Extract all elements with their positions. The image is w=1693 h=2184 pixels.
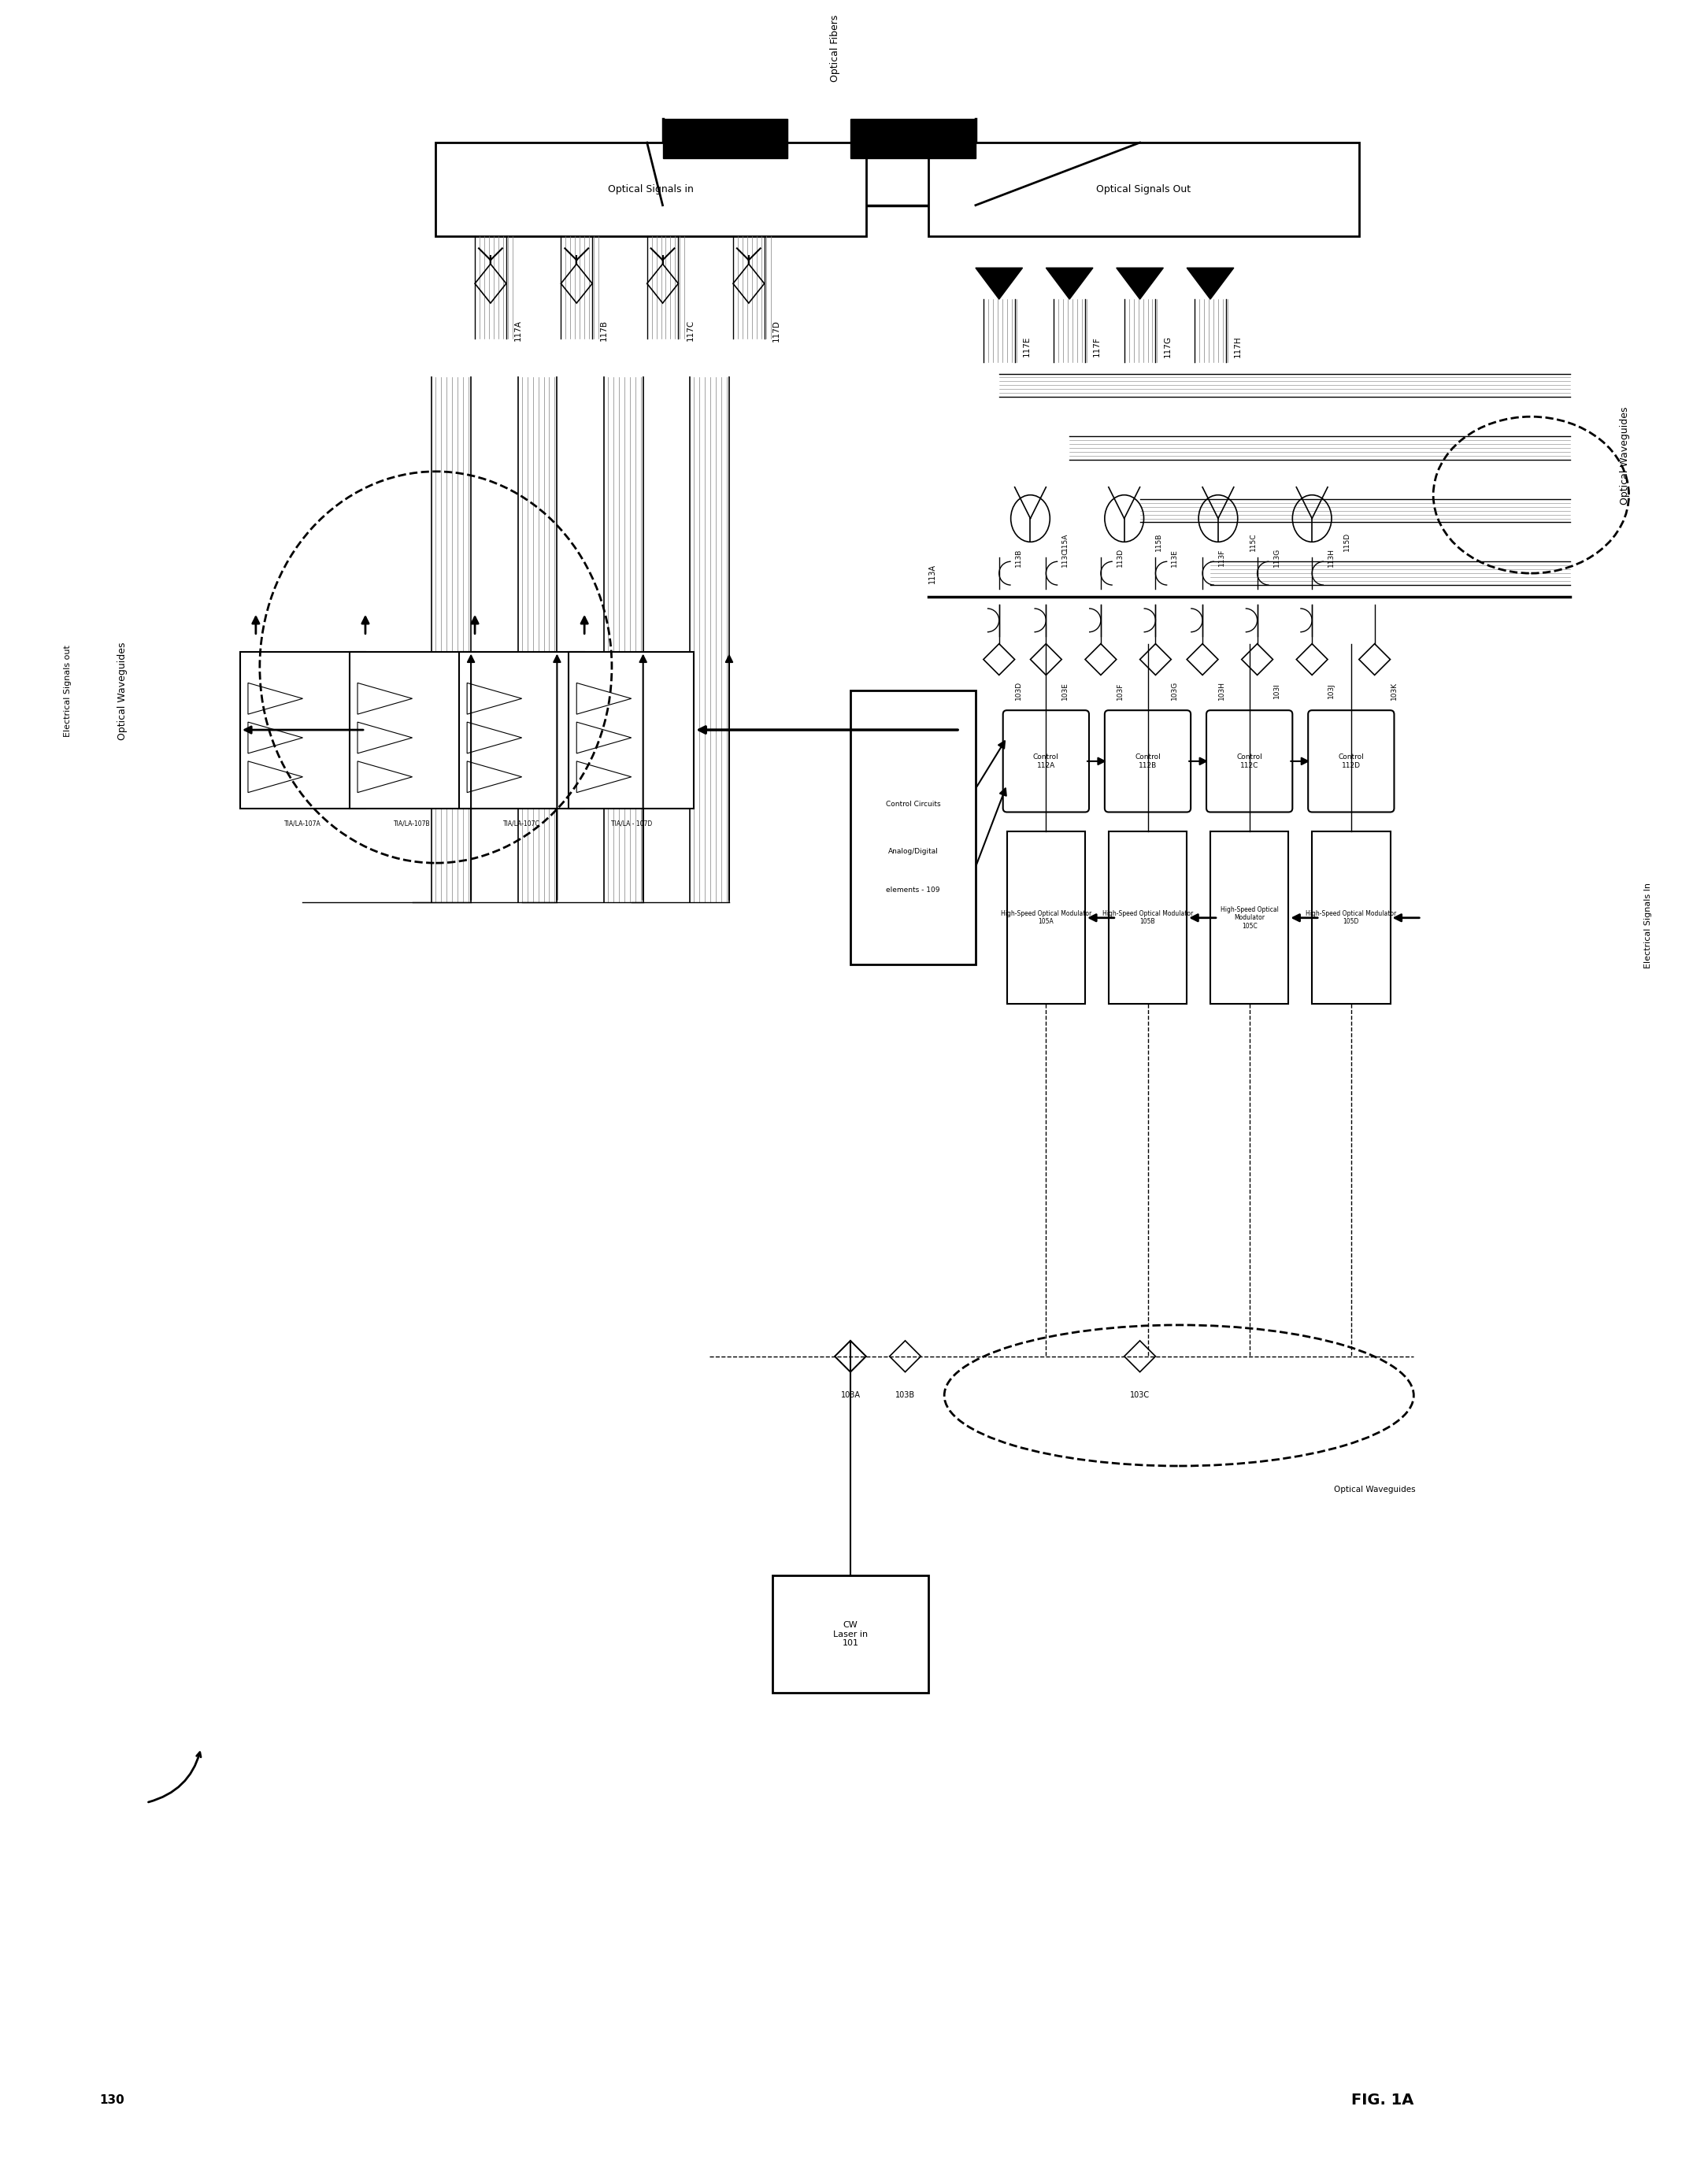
Bar [240, 651, 366, 808]
Bar [662, 120, 787, 157]
Text: 113G: 113G [1273, 548, 1280, 568]
Text: 103J: 103J [1327, 684, 1334, 699]
Text: TIA/LA-107B: TIA/LA-107B [394, 821, 430, 828]
Bar [929, 142, 1359, 236]
Text: 117A: 117A [515, 319, 521, 341]
Text: 115A: 115A [1062, 533, 1068, 550]
Text: 117C: 117C [686, 319, 694, 341]
Text: 103G: 103G [1172, 681, 1178, 701]
Text: 103H: 103H [1219, 681, 1226, 701]
Text: 113E: 113E [1172, 548, 1178, 566]
Text: Electrical Signals In: Electrical Signals In [1644, 882, 1652, 968]
Text: 113D: 113D [1116, 548, 1124, 568]
FancyBboxPatch shape [1002, 710, 1089, 812]
Polygon shape [975, 269, 1023, 299]
Text: TIA/LA-107C: TIA/LA-107C [503, 821, 540, 828]
Text: 113A: 113A [929, 563, 936, 583]
Text: High-Speed Optical Modulator
105D: High-Speed Optical Modulator 105D [1305, 911, 1397, 926]
Text: Optical Signals Out: Optical Signals Out [1097, 183, 1192, 194]
Text: 103D: 103D [1014, 681, 1023, 701]
Bar [459, 651, 584, 808]
Text: 130: 130 [100, 2094, 124, 2105]
Text: 103A: 103A [840, 1391, 860, 1400]
Bar [1210, 832, 1288, 1005]
Text: High-Speed Optical Modulator
105B: High-Speed Optical Modulator 105B [1102, 911, 1194, 926]
Polygon shape [1116, 269, 1163, 299]
Text: 117B: 117B [599, 319, 608, 341]
Text: Analog/Digital: Analog/Digital [887, 847, 938, 854]
Text: 117F: 117F [1094, 336, 1100, 356]
Text: 117H: 117H [1234, 336, 1241, 356]
Text: 115C: 115C [1249, 533, 1256, 550]
Bar [1109, 832, 1187, 1005]
Bar [569, 651, 694, 808]
Text: Control
112A: Control 112A [1033, 753, 1058, 769]
Text: Optical Waveguides: Optical Waveguides [119, 642, 129, 740]
Bar [850, 690, 975, 965]
Text: 103F: 103F [1116, 681, 1124, 699]
FancyBboxPatch shape [1309, 710, 1393, 812]
Text: 103B: 103B [896, 1391, 916, 1400]
FancyBboxPatch shape [1104, 710, 1190, 812]
Text: Optical Signals in: Optical Signals in [608, 183, 694, 194]
Text: CW
Laser in
101: CW Laser in 101 [833, 1621, 869, 1647]
Bar [1312, 832, 1390, 1005]
Text: TIA/LA - 107D: TIA/LA - 107D [611, 821, 652, 828]
Text: High-Speed Optical Modulator
105A: High-Speed Optical Modulator 105A [1001, 911, 1092, 926]
Text: 103I: 103I [1273, 684, 1280, 699]
Text: High-Speed Optical
Modulator
105C: High-Speed Optical Modulator 105C [1221, 906, 1278, 930]
Text: 103E: 103E [1062, 681, 1068, 699]
Text: Control
112C: Control 112C [1236, 753, 1263, 769]
Bar [850, 120, 975, 157]
FancyBboxPatch shape [1207, 710, 1292, 812]
Text: 113F: 113F [1219, 548, 1226, 566]
Text: 113H: 113H [1327, 548, 1334, 568]
Text: 103K: 103K [1390, 681, 1397, 699]
Text: Control
112B: Control 112B [1134, 753, 1161, 769]
Text: Control Circuits: Control Circuits [885, 802, 940, 808]
Text: 117G: 117G [1163, 334, 1172, 358]
Bar [435, 142, 867, 236]
Text: Optical Waveguides: Optical Waveguides [1334, 1485, 1415, 1494]
Text: 117E: 117E [1023, 336, 1031, 356]
Text: Optical Waveguides: Optical Waveguides [1620, 406, 1630, 505]
Bar [350, 651, 474, 808]
Polygon shape [1046, 269, 1094, 299]
Polygon shape [1187, 269, 1234, 299]
Bar [1007, 832, 1085, 1005]
Text: elements - 109: elements - 109 [885, 887, 940, 893]
Text: TIA/LA-107A: TIA/LA-107A [284, 821, 322, 828]
Text: 113B: 113B [1014, 548, 1023, 568]
Text: Control
112D: Control 112D [1337, 753, 1365, 769]
Text: 115D: 115D [1343, 533, 1351, 550]
Text: 117D: 117D [772, 319, 780, 341]
Text: Electrical Signals out: Electrical Signals out [64, 644, 73, 736]
Text: 115B: 115B [1156, 533, 1163, 550]
Text: 113C: 113C [1062, 548, 1068, 568]
Text: 103C: 103C [1129, 1391, 1150, 1400]
Bar [772, 1575, 929, 1693]
Text: Optical Fibers: Optical Fibers [830, 15, 840, 83]
Text: FIG. 1A: FIG. 1A [1351, 2092, 1414, 2108]
